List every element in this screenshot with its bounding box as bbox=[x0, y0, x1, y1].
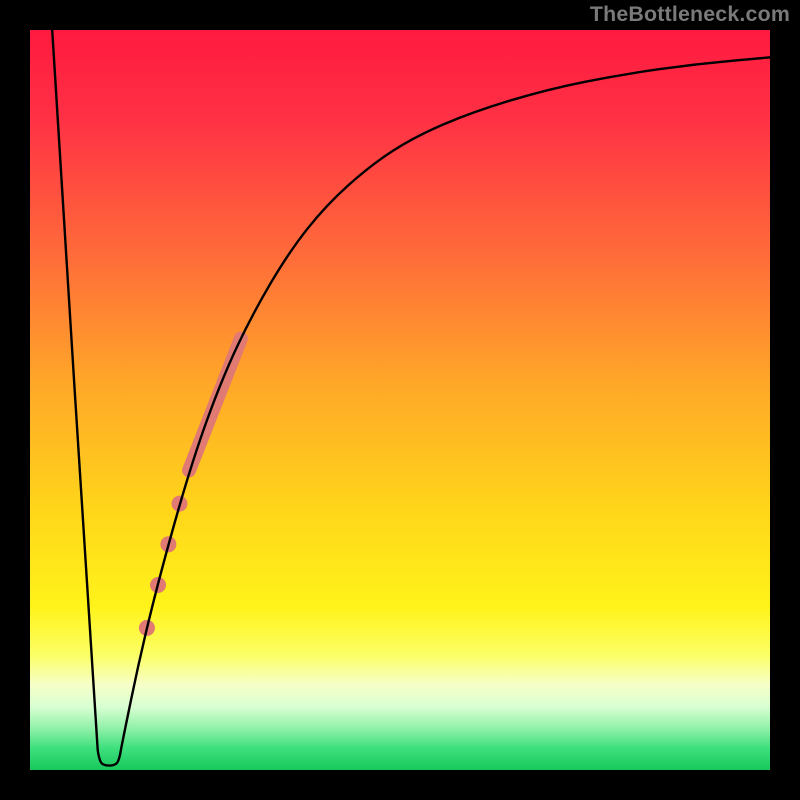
chart-stage: TheBottleneck.com bbox=[0, 0, 800, 800]
chart-svg bbox=[0, 0, 800, 800]
watermark: TheBottleneck.com bbox=[590, 2, 790, 27]
